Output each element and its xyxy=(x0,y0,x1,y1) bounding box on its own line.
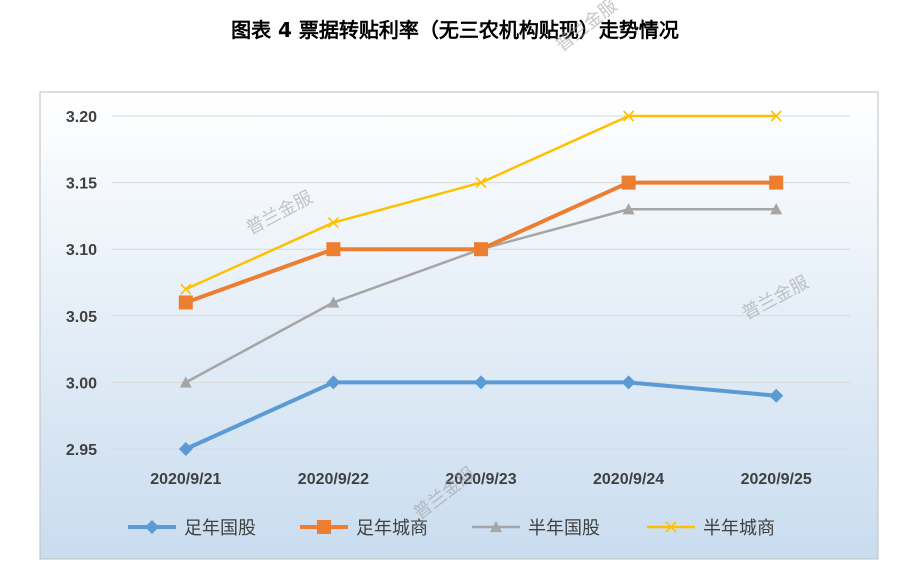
legend-label: 半年国股 xyxy=(528,518,600,539)
series-group xyxy=(178,110,784,456)
legend-marker xyxy=(665,521,677,533)
data-point xyxy=(326,242,341,257)
data-point xyxy=(179,376,192,388)
x-axis: 2020/9/21 2020/9/22 2020/9/23 2020/9/24 2020… xyxy=(150,471,812,488)
data-point xyxy=(621,175,636,190)
legend-item: 半年城商 xyxy=(647,518,775,539)
chart-area xyxy=(39,91,879,560)
data-point xyxy=(327,216,339,229)
y-tick-label: 3.10 xyxy=(66,242,97,259)
legend-label: 足年国股 xyxy=(184,518,256,539)
y-tick-label: 3.15 xyxy=(66,176,97,193)
series-2 xyxy=(178,175,784,310)
data-point xyxy=(623,110,635,122)
x-tick-label: 2020/9/25 xyxy=(741,471,812,488)
data-point xyxy=(770,203,783,215)
data-point xyxy=(769,175,784,190)
legend-label: 半年城商 xyxy=(703,518,775,539)
legend-marker xyxy=(490,521,502,533)
data-point xyxy=(769,388,784,403)
y-tick-label: 3.05 xyxy=(66,309,97,326)
data-point xyxy=(622,203,635,215)
legend-label: 足年城商 xyxy=(356,518,428,539)
x-tick-label: 2020/9/24 xyxy=(593,471,664,488)
y-tick-label: 3.00 xyxy=(66,375,97,392)
chart-title: 图表 4 票据转贴利率（无三农机构贴现）走势情况 xyxy=(231,18,679,42)
y-axis: 2.95 3.00 3.05 3.10 3.15 3.20 xyxy=(66,109,97,459)
series-1 xyxy=(178,375,784,456)
data-point xyxy=(474,375,488,390)
legend-item: 半年国股 xyxy=(472,518,600,539)
series-4 xyxy=(180,110,782,295)
data-point xyxy=(475,177,487,189)
y-tick-label: 3.20 xyxy=(66,109,97,126)
data-point xyxy=(326,375,341,390)
data-point xyxy=(180,283,192,295)
x-tick-label: 2020/9/21 xyxy=(150,471,221,488)
legend-marker xyxy=(317,520,331,534)
watermark-text: 普兰金服 xyxy=(552,0,622,56)
data-point xyxy=(621,375,636,390)
data-point xyxy=(770,110,782,122)
data-point xyxy=(474,242,488,257)
legend-item: 足年国股 xyxy=(128,518,256,539)
data-point xyxy=(178,442,193,456)
legend-marker xyxy=(145,520,159,534)
x-tick-label: 2020/9/23 xyxy=(445,471,516,488)
x-tick-label: 2020/9/22 xyxy=(298,471,369,488)
data-point xyxy=(327,296,340,308)
legend-item: 足年城商 xyxy=(300,518,428,539)
data-point xyxy=(178,295,193,310)
legend: 足年国股 足年城商 半年国股 半年城商 xyxy=(128,518,775,539)
y-tick-label: 2.95 xyxy=(66,442,97,459)
